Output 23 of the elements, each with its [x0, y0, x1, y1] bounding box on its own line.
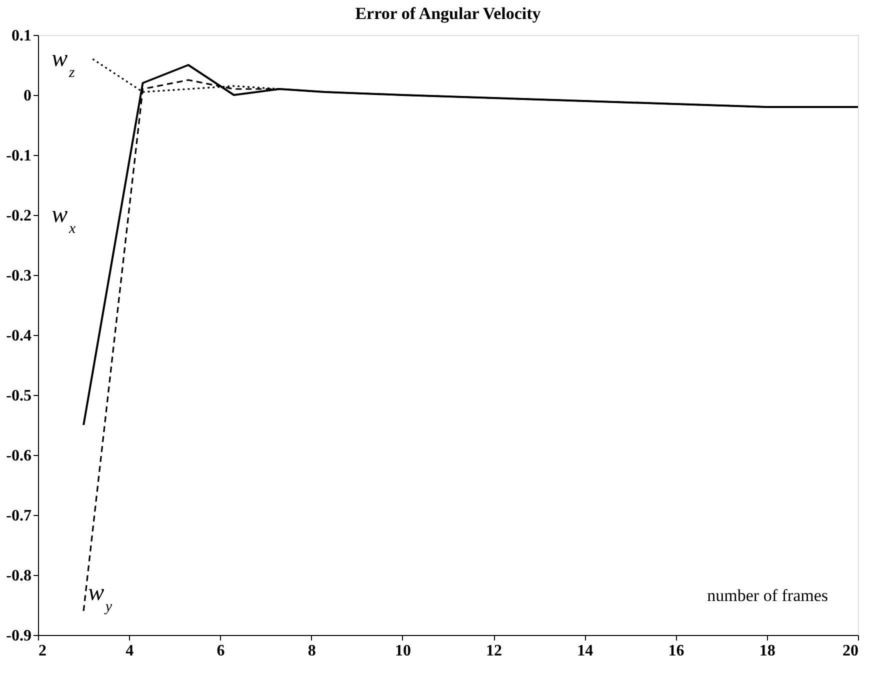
y-tick-label: -0.9: [6, 628, 32, 644]
x-tick-label: 12: [486, 642, 502, 660]
y-tick-label: 0.1: [12, 28, 32, 44]
chart-title: Error of Angular Velocity: [355, 4, 542, 23]
x-tick-label: 8: [308, 642, 316, 660]
y-tick-label: -0.1: [6, 148, 32, 164]
y-tick-label: -0.5: [6, 388, 32, 404]
x-tick-label: 16: [668, 642, 684, 660]
x-tick-label: 6: [216, 642, 225, 660]
x-tick-label: 20: [842, 642, 858, 660]
y-tick-label: 0: [24, 88, 32, 104]
annotation: number of frames: [707, 586, 828, 605]
x-tick-label: 4: [126, 642, 134, 660]
x-tick-label: 18: [759, 642, 776, 660]
y-tick-label: -0.8: [6, 568, 32, 584]
y-tick-label: -0.6: [6, 448, 32, 464]
y-tick-label: -0.4: [6, 328, 32, 344]
y-tick-label: -0.7: [6, 508, 32, 524]
y-tick-label: -0.2: [6, 208, 32, 224]
x-tick-label: 10: [394, 642, 411, 660]
x-tick-label: 2: [38, 642, 46, 660]
y-tick-label: -0.3: [6, 268, 32, 284]
x-tick-label: 14: [577, 642, 594, 660]
